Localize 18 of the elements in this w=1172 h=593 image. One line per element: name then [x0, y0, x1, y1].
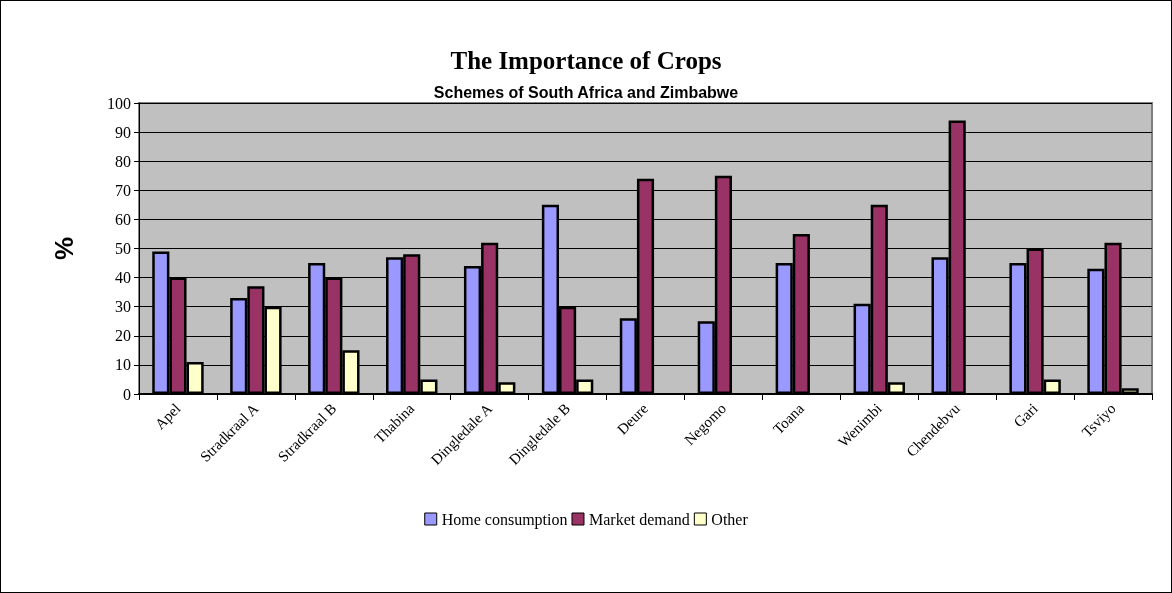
- y-tick-label: 100: [107, 94, 131, 112]
- chart-title: The Importance of Crops: [450, 47, 722, 74]
- y-tick-label: 0: [123, 385, 131, 403]
- y-tick-label: 90: [115, 123, 131, 141]
- legend-label: Home consumption: [441, 510, 568, 529]
- legend-label: Other: [711, 510, 749, 528]
- y-tick-label: 50: [115, 240, 131, 257]
- chart-subtitle: Schemes of South Africa and Zimbabwe: [433, 83, 739, 101]
- legend-label: Market demand: [588, 510, 690, 528]
- y-tick-label: 20: [115, 327, 131, 345]
- y-tick-label: 40: [115, 269, 131, 287]
- y-tick-label: 70: [115, 181, 131, 199]
- y-tick-label: 30: [115, 298, 131, 316]
- y-tick-label: 10: [115, 356, 131, 374]
- y-tick-label: 60: [115, 210, 131, 228]
- x-tick-label: Gari: [1010, 400, 1041, 431]
- y-axis-title: %: [49, 236, 79, 261]
- y-tick-label: 80: [115, 152, 131, 170]
